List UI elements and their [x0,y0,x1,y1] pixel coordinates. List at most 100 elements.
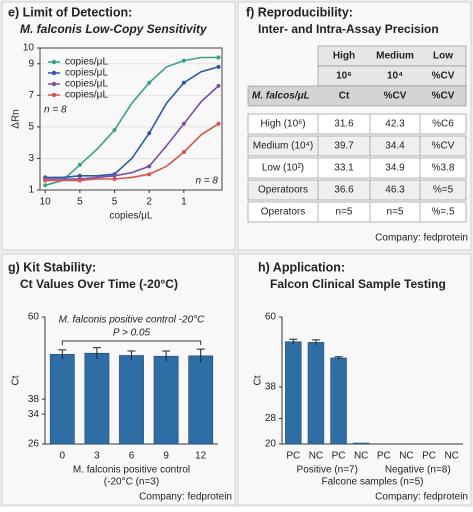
point [147,131,152,136]
legend-marker [51,81,57,87]
error-bar [311,339,320,345]
table-cell: n=5 [387,207,404,218]
y-tick-label: 60 [28,312,40,323]
y-tick-label: 60 [265,312,277,323]
table-cell: 39.7 [334,141,354,152]
legend-marker [51,59,57,65]
table-row [247,157,467,179]
point [147,172,152,177]
error-bar [196,348,205,363]
legend-label: copies/μL [65,79,108,90]
bar [330,357,347,445]
table-title: f) Reproducibility: [246,5,353,19]
footer: Company: fedprotein [375,233,468,244]
chart-title: g) Kit Stability: [8,260,96,274]
header-cell: High [333,51,355,62]
table-cell: %CV [432,141,455,152]
error-bar [58,349,67,359]
x-tick-label: 1 [181,197,187,208]
table-cell: 34.4 [385,141,405,152]
table-cell: High (10⁶) [260,119,305,130]
table-cell: %=.5 [431,207,455,218]
table-row [247,113,467,135]
y-tick-label: 7 [28,90,34,101]
x-tick-label: 12 [195,451,207,462]
table-cell: %=5 [433,185,454,196]
x-tick-label: 3 [94,451,100,462]
point [181,58,186,63]
header-cell: 10⁴ [387,71,403,82]
table-cell: 34.9 [385,163,405,174]
table-cell: 46.3 [385,185,405,196]
x-tick-label: PC [286,451,300,462]
bar [84,352,110,445]
error-bar [127,350,136,360]
chart-subtitle: Ct Values Over Time (-20°C) [20,277,178,291]
x-tick-label: 6 [129,451,135,462]
point [216,64,221,69]
y-tick-label: 5 [28,122,34,133]
chart-subtitle: M. falconis Low-Copy Sensitivity [20,22,208,36]
bar [352,442,370,445]
header-cell: Ct [339,91,350,102]
header-cell: Medium [376,51,414,62]
footer: Company: fedprotein [139,492,232,503]
chart-subtitle: Falcon Clinical Sample Testing [270,277,446,291]
annotation: P > 0.05 [113,328,151,339]
table-cell: 31.6 [334,119,354,130]
annotation: n = 8 [44,105,67,116]
table-cell: Low (10²) [262,163,304,174]
table-cell: 36.6 [334,185,354,196]
x-tick-label: 5 [112,197,118,208]
panel-e [1,1,236,251]
annotation: n = 8 [195,176,218,187]
point [77,162,82,167]
y-axis-label: ΔRn [11,109,22,128]
error-bar [92,347,101,359]
legend-marker [51,92,57,98]
y-tick-label: 3 [28,153,34,164]
bar [119,355,144,445]
group-label: Negative (n=8) [385,465,451,476]
table-cell: Medium (10⁴) [253,141,313,152]
header-cell: M. falcos/μL [252,91,310,102]
point [147,164,152,169]
bar [188,355,214,445]
bar [307,342,325,445]
header-row [247,85,467,107]
y-tick-label: 9 [28,58,34,69]
table-cell: 42.3 [385,119,405,130]
table-cell: %3.8 [432,163,455,174]
x-tick-label: NC [444,451,458,462]
y-tick-label: 28 [265,413,277,424]
panel-h [237,253,472,506]
header-cell: 10⁶ [336,71,352,82]
x-axis-label: M. falconis positive control [73,465,190,476]
y-tick-label: 1 [28,185,34,196]
x-tick-label: 0 [60,451,66,462]
error-bar [289,338,298,345]
error-bar [162,350,171,362]
point [43,183,48,188]
annotation: M. falconis positive control -20°C [59,315,206,326]
plot-frame [39,47,223,191]
point [112,173,117,178]
point [181,121,186,126]
x-tick-label: PC [332,451,346,462]
x-tick-label: 10 [40,197,52,208]
chart-title: e) Limit of Detection: [8,5,132,19]
x-axis-label: (-20°C (n=3) [104,477,159,488]
x-tick-label: PC [377,451,391,462]
x-tick-label: PC [422,451,436,462]
y-axis-label: Ct [11,375,22,385]
y-axis-label: Ct [253,375,264,385]
point [216,55,221,60]
table-cell: Operators [261,207,305,218]
legend-marker [51,70,57,76]
point [216,83,221,88]
table-row [247,179,467,201]
table-cell: 33.1 [334,163,354,174]
point [112,128,117,133]
table-cell: %C6 [432,119,454,130]
